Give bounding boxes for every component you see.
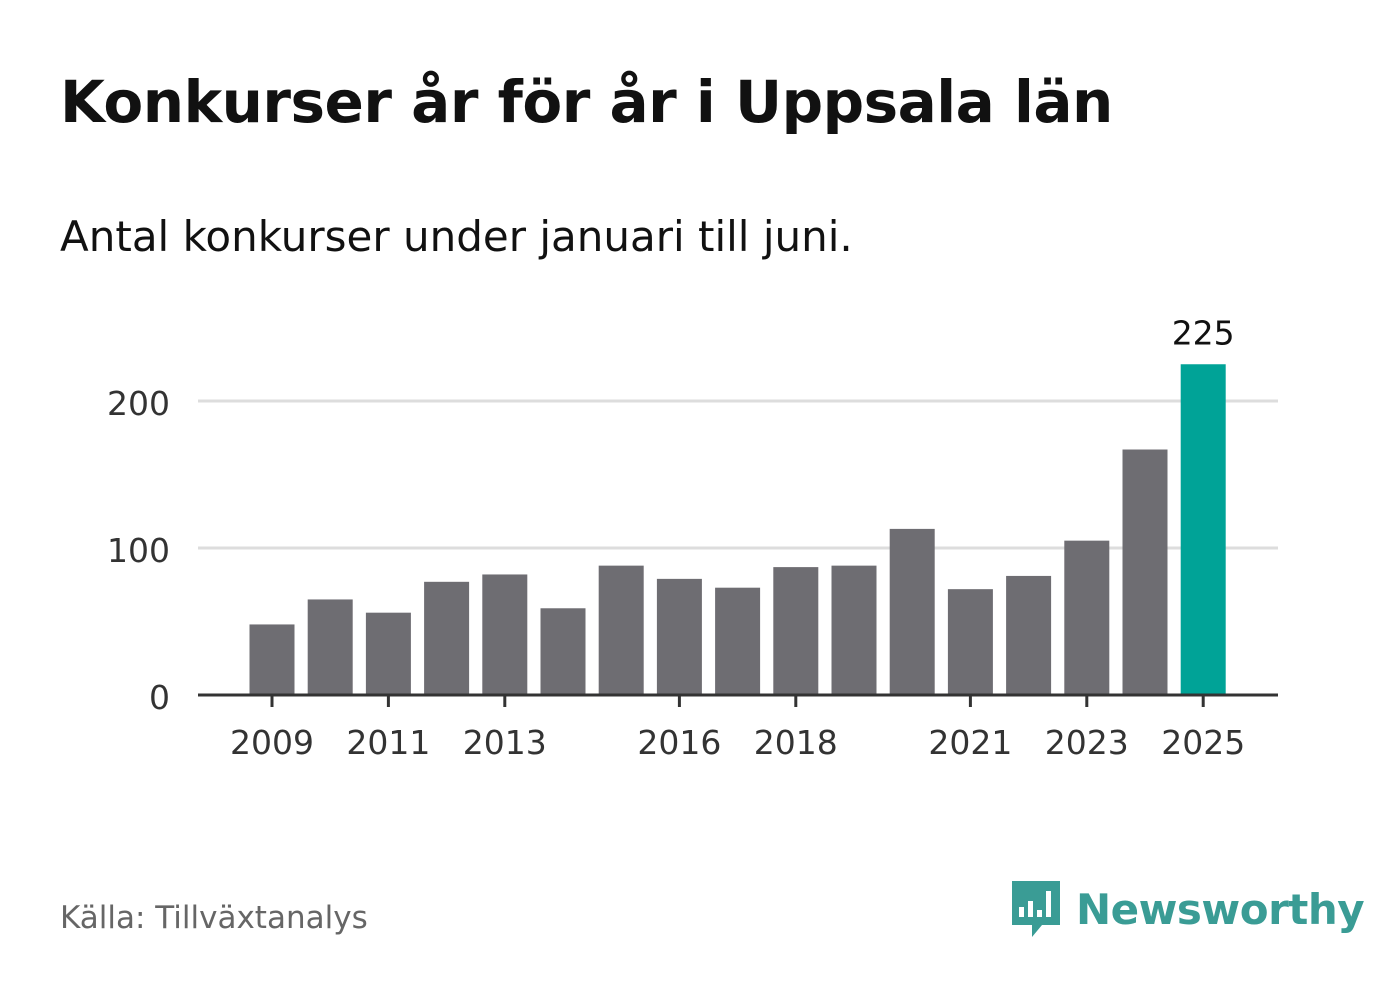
bar: [540, 608, 586, 695]
bar: [307, 599, 353, 695]
x-tick-label: 2016: [637, 723, 721, 762]
brand-name: Newsworthy: [1076, 884, 1365, 934]
data-label: 225: [1172, 313, 1235, 352]
bar: [656, 578, 702, 695]
bar: [249, 624, 295, 695]
newsworthy-logo-icon: [1012, 881, 1060, 937]
bar: [598, 565, 644, 695]
bar: [1006, 575, 1052, 695]
x-tick-label: 2011: [346, 723, 430, 762]
x-tick-label: 2025: [1161, 723, 1245, 762]
x-tick-label: 2018: [754, 723, 838, 762]
bar: [365, 612, 411, 695]
brand-logo: Newsworthy: [1010, 878, 1365, 940]
bar: [947, 589, 993, 695]
bar: [482, 574, 528, 695]
x-tick-label: 2023: [1045, 723, 1129, 762]
bar-highlight: [1180, 364, 1226, 695]
bar: [715, 587, 761, 695]
y-tick-label: 0: [149, 678, 170, 717]
bar: [424, 581, 470, 695]
chart-title: Konkurser år för år i Uppsala län: [60, 68, 1113, 136]
y-tick-label: 200: [107, 384, 170, 423]
bar: [831, 565, 877, 695]
bar: [889, 528, 935, 695]
source-note: Källa: Tillväxtanalys: [60, 900, 368, 936]
bar: [773, 567, 819, 695]
chart-subtitle: Antal konkurser under januari till juni.: [60, 212, 853, 261]
x-tick-label: 2021: [928, 723, 1012, 762]
bar: [1122, 449, 1168, 695]
x-tick-label: 2013: [463, 723, 547, 762]
bar-chart: 0 100 200 225 2009 2011 2013 2016 2018 2021 2023 20…: [107, 313, 1278, 762]
y-tick-label: 100: [107, 531, 170, 570]
x-tick-label: 2009: [230, 723, 314, 762]
bar: [1064, 540, 1110, 695]
